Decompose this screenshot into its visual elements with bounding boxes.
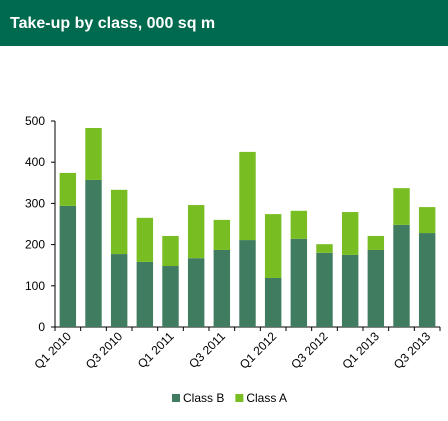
bar-segment (59, 172, 77, 206)
bar-segment (239, 151, 256, 241)
bar-segment (59, 205, 77, 327)
bar-segment (290, 210, 308, 239)
x-tick-label: Q1 2011 (135, 329, 177, 371)
bar-segment (136, 261, 154, 327)
bar-segment (162, 235, 179, 267)
bar-segment (418, 207, 436, 234)
x-tick-label: Q3 2012 (288, 329, 331, 372)
y-tick-label: 400 (25, 155, 45, 169)
bar-segment (85, 128, 102, 180)
x-tick-label: Q1 2010 (31, 329, 74, 372)
bar-segment (162, 266, 179, 327)
bar-segment (290, 238, 308, 327)
bar-segment (264, 277, 282, 327)
y-tick-label: 100 (25, 279, 45, 293)
x-tick-label: Q1 2012 (237, 329, 280, 372)
bar-segment (110, 254, 128, 327)
bar-segment (213, 249, 231, 327)
bar-segment (367, 249, 385, 327)
legend-label: Class B (183, 391, 224, 405)
bar-segment (418, 233, 436, 327)
y-tick-label: 200 (25, 238, 45, 252)
bar-segment (85, 179, 102, 327)
legend-swatch (235, 394, 244, 402)
x-tick-label: Q3 2013 (391, 329, 434, 372)
chart-title: Take-up by class, 000 sq m (10, 15, 215, 32)
bar-segment (187, 258, 205, 327)
bar-segment (393, 224, 410, 327)
x-tick-label: Q3 2010 (83, 329, 126, 372)
x-tick-label: Q1 2013 (339, 329, 382, 372)
x-tick-label: Q3 2011 (186, 329, 228, 371)
y-tick-label: 0 (38, 320, 45, 334)
y-tick-label: 500 (25, 114, 45, 128)
bar-segment (341, 212, 359, 255)
bar-segment (187, 205, 205, 259)
bar-segment (213, 219, 231, 250)
bar-segment (110, 189, 128, 255)
bar-segment (393, 188, 410, 225)
legend-swatch (172, 394, 180, 402)
bar-segment (239, 240, 256, 327)
y-tick-label: 300 (25, 196, 45, 210)
bar-segment (341, 254, 359, 327)
bar-segment (264, 214, 282, 278)
bar-segment (367, 235, 385, 250)
legend-label: Class A (246, 391, 287, 405)
bar-segment (316, 244, 333, 253)
bar-segment (316, 252, 333, 327)
bar-segment (136, 217, 154, 262)
header-band (0, 0, 448, 46)
